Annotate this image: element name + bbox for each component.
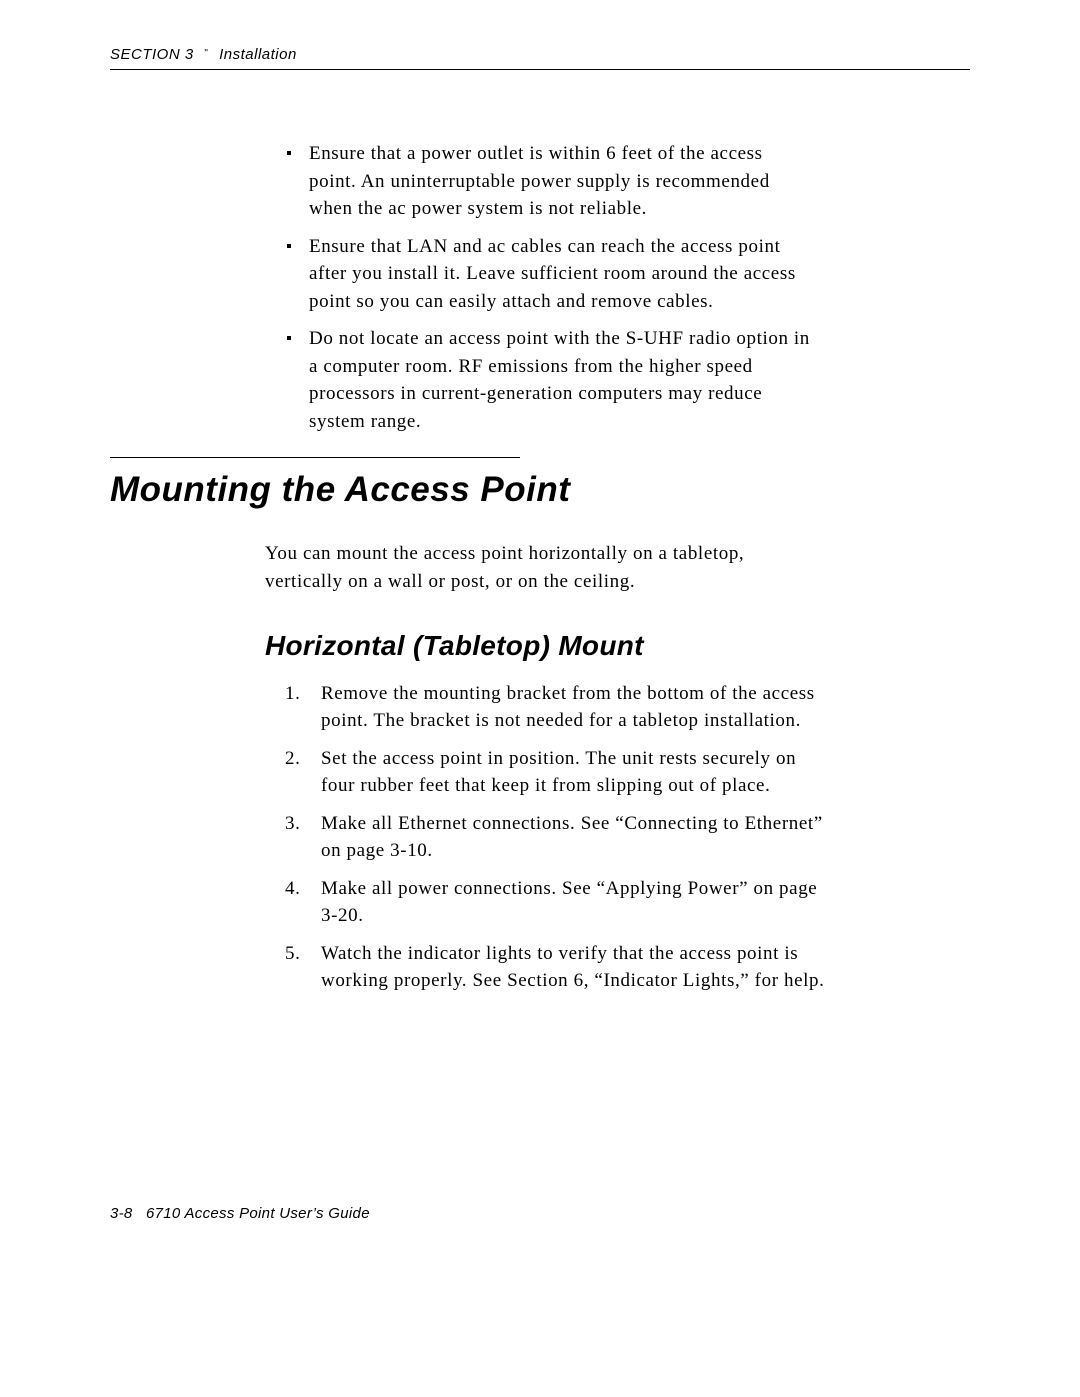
list-item: Ensure that a power outlet is within 6 f… (285, 140, 815, 223)
header-section-label: SECTION 3 (110, 46, 194, 63)
step-number: 2. (285, 745, 300, 773)
step-text: Remove the mounting bracket from the bot… (321, 683, 815, 732)
step-item: 4. Make all power connections. See “Appl… (285, 875, 825, 930)
step-item: 3. Make all Ethernet connections. See “C… (285, 810, 825, 865)
step-number: 1. (285, 680, 300, 708)
step-number: 3. (285, 810, 300, 838)
section-heading: Mounting the Access Point (110, 470, 970, 510)
step-text: Watch the indicator lights to verify tha… (321, 943, 824, 992)
running-footer: 3-8 6710 Access Point User’s Guide (110, 1205, 370, 1222)
step-item: 1. Remove the mounting bracket from the … (285, 680, 825, 735)
step-text: Make all Ethernet connections. See “Conn… (321, 813, 823, 862)
intro-paragraph: You can mount the access point horizonta… (265, 540, 825, 595)
section-rule (110, 457, 520, 458)
step-item: 2. Set the access point in position. The… (285, 745, 825, 800)
list-item: Do not locate an access point with the S… (285, 325, 815, 435)
top-bullet-block: Ensure that a power outlet is within 6 f… (285, 140, 815, 435)
running-header: SECTION 3 " Installation (110, 46, 970, 70)
step-number: 5. (285, 940, 300, 968)
step-number: 4. (285, 875, 300, 903)
footer-doc-title: 6710 Access Point User’s Guide (146, 1205, 370, 1222)
footer-page-ref: 3-8 (110, 1205, 133, 1222)
header-bullet: " (198, 48, 214, 59)
steps-list: 1. Remove the mounting bracket from the … (285, 680, 825, 995)
page: SECTION 3 " Installation Ensure that a p… (0, 0, 1080, 995)
step-item: 5. Watch the indicator lights to verify … (285, 940, 825, 995)
list-item: Ensure that LAN and ac cables can reach … (285, 233, 815, 316)
step-text: Set the access point in position. The un… (321, 748, 796, 797)
subsection-heading: Horizontal (Tabletop) Mount (265, 630, 970, 662)
header-section-title: Installation (219, 46, 297, 63)
step-text: Make all power connections. See “Applyin… (321, 878, 817, 927)
precaution-list: Ensure that a power outlet is within 6 f… (285, 140, 815, 435)
